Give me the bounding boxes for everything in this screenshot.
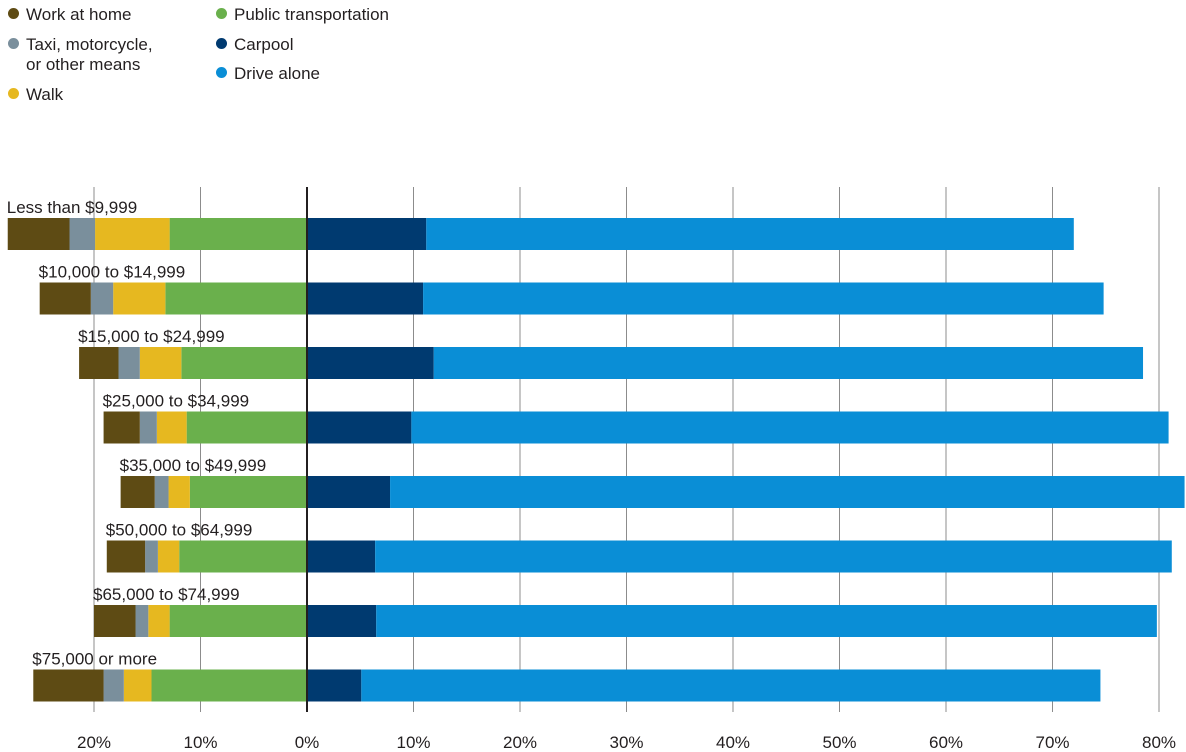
- x-tick-label: 60%: [929, 733, 963, 752]
- bar-segment: [135, 605, 149, 637]
- bar-segment: [103, 669, 124, 702]
- x-tick-label: 10%: [396, 733, 430, 752]
- legend-dot: [8, 38, 19, 49]
- bar-segment: [168, 476, 190, 508]
- bar-segment: [307, 347, 434, 379]
- bar-segment: [169, 218, 307, 250]
- bar-segment: [69, 218, 96, 250]
- bar-segment: [39, 282, 91, 315]
- bar-segment: [307, 540, 376, 573]
- bar-segment: [189, 476, 307, 508]
- legend-label: Carpool: [234, 35, 294, 54]
- x-tick-label: 20%: [503, 733, 537, 752]
- category-label: $75,000 or more: [32, 650, 157, 669]
- bar-segment: [139, 411, 157, 444]
- bar-segment: [118, 347, 140, 379]
- category-label: $25,000 to $34,999: [103, 392, 250, 411]
- bar-segment: [165, 282, 307, 315]
- legend-item-walk: Walk: [8, 85, 63, 105]
- legend-label: Taxi, motorcycle,: [26, 35, 153, 54]
- bar-segment: [307, 411, 412, 444]
- x-tick-label: 30%: [609, 733, 643, 752]
- legend-label: Walk: [26, 85, 64, 104]
- bar-segment: [376, 605, 1157, 637]
- bar-segment: [95, 218, 170, 250]
- category-label: Less than $9,999: [7, 198, 137, 217]
- bar-segment: [307, 282, 424, 315]
- legend-label: or other means: [26, 55, 141, 74]
- bar-segment: [423, 282, 1104, 315]
- bar-segment: [123, 669, 152, 702]
- bar-segment: [154, 476, 169, 508]
- bar-segment: [103, 411, 140, 444]
- bar-segment: [33, 669, 104, 702]
- legend-label: Public transportation: [234, 5, 389, 24]
- bar-segment: [411, 411, 1169, 444]
- legend-item-drive-alone: Drive alone: [216, 64, 320, 84]
- bar-segment: [433, 347, 1144, 379]
- legend-label: Drive alone: [234, 64, 320, 83]
- x-tick-label: 20%: [77, 733, 111, 752]
- bar-segment: [307, 476, 391, 508]
- bar-segment: [148, 605, 170, 637]
- bar-segment: [361, 669, 1101, 702]
- x-tick-label: 0%: [295, 733, 320, 752]
- category-label: $65,000 to $74,999: [93, 585, 240, 604]
- x-tick-label: 40%: [716, 733, 750, 752]
- bar-segment: [113, 282, 166, 315]
- x-tick-label: 10%: [183, 733, 217, 752]
- legend-item-carpool: Carpool: [216, 35, 294, 55]
- legend-dot: [8, 8, 19, 19]
- bar-segment: [390, 476, 1185, 508]
- bar-segment: [151, 669, 307, 702]
- bar-segment: [179, 540, 307, 573]
- bar-segment: [186, 411, 307, 444]
- x-tick-label: 50%: [822, 733, 856, 752]
- bar-segment: [157, 540, 180, 573]
- legend-item-work-at-home: Work at home: [8, 5, 132, 25]
- bar-segment: [79, 347, 119, 379]
- bar-segment: [307, 669, 362, 702]
- category-label: $50,000 to $64,999: [106, 521, 253, 540]
- bar-segment: [145, 540, 158, 573]
- bar-segment: [139, 347, 182, 379]
- x-tick-label: 80%: [1142, 733, 1176, 752]
- legend-dot: [216, 67, 227, 78]
- category-label: $15,000 to $24,999: [78, 327, 225, 346]
- legend-dot: [8, 88, 19, 99]
- x-tick-label: 70%: [1035, 733, 1069, 752]
- category-label: $10,000 to $14,999: [39, 263, 186, 282]
- legend-item-taxi: Taxi, motorcycle, or other means: [8, 35, 153, 75]
- bar-segment: [169, 605, 307, 637]
- legend-label-multiline: Taxi, motorcycle, or other means: [26, 35, 153, 75]
- category-label: $35,000 to $49,999: [120, 456, 267, 475]
- bar-segment: [7, 218, 70, 250]
- bar-segment: [307, 605, 377, 637]
- legend-dot: [216, 38, 227, 49]
- bar-segment: [94, 605, 136, 637]
- bar-segment: [375, 540, 1172, 573]
- bar-segment: [106, 540, 146, 573]
- legend-dot: [216, 8, 227, 19]
- bar-segment: [120, 476, 155, 508]
- bar-segment: [181, 347, 307, 379]
- bar-segment: [307, 218, 427, 250]
- legend-label: Work at home: [26, 5, 132, 24]
- legend-item-public-transportation: Public transportation: [216, 5, 389, 25]
- bar-segment: [90, 282, 114, 315]
- bar-segment: [426, 218, 1074, 250]
- bar-segment: [156, 411, 187, 444]
